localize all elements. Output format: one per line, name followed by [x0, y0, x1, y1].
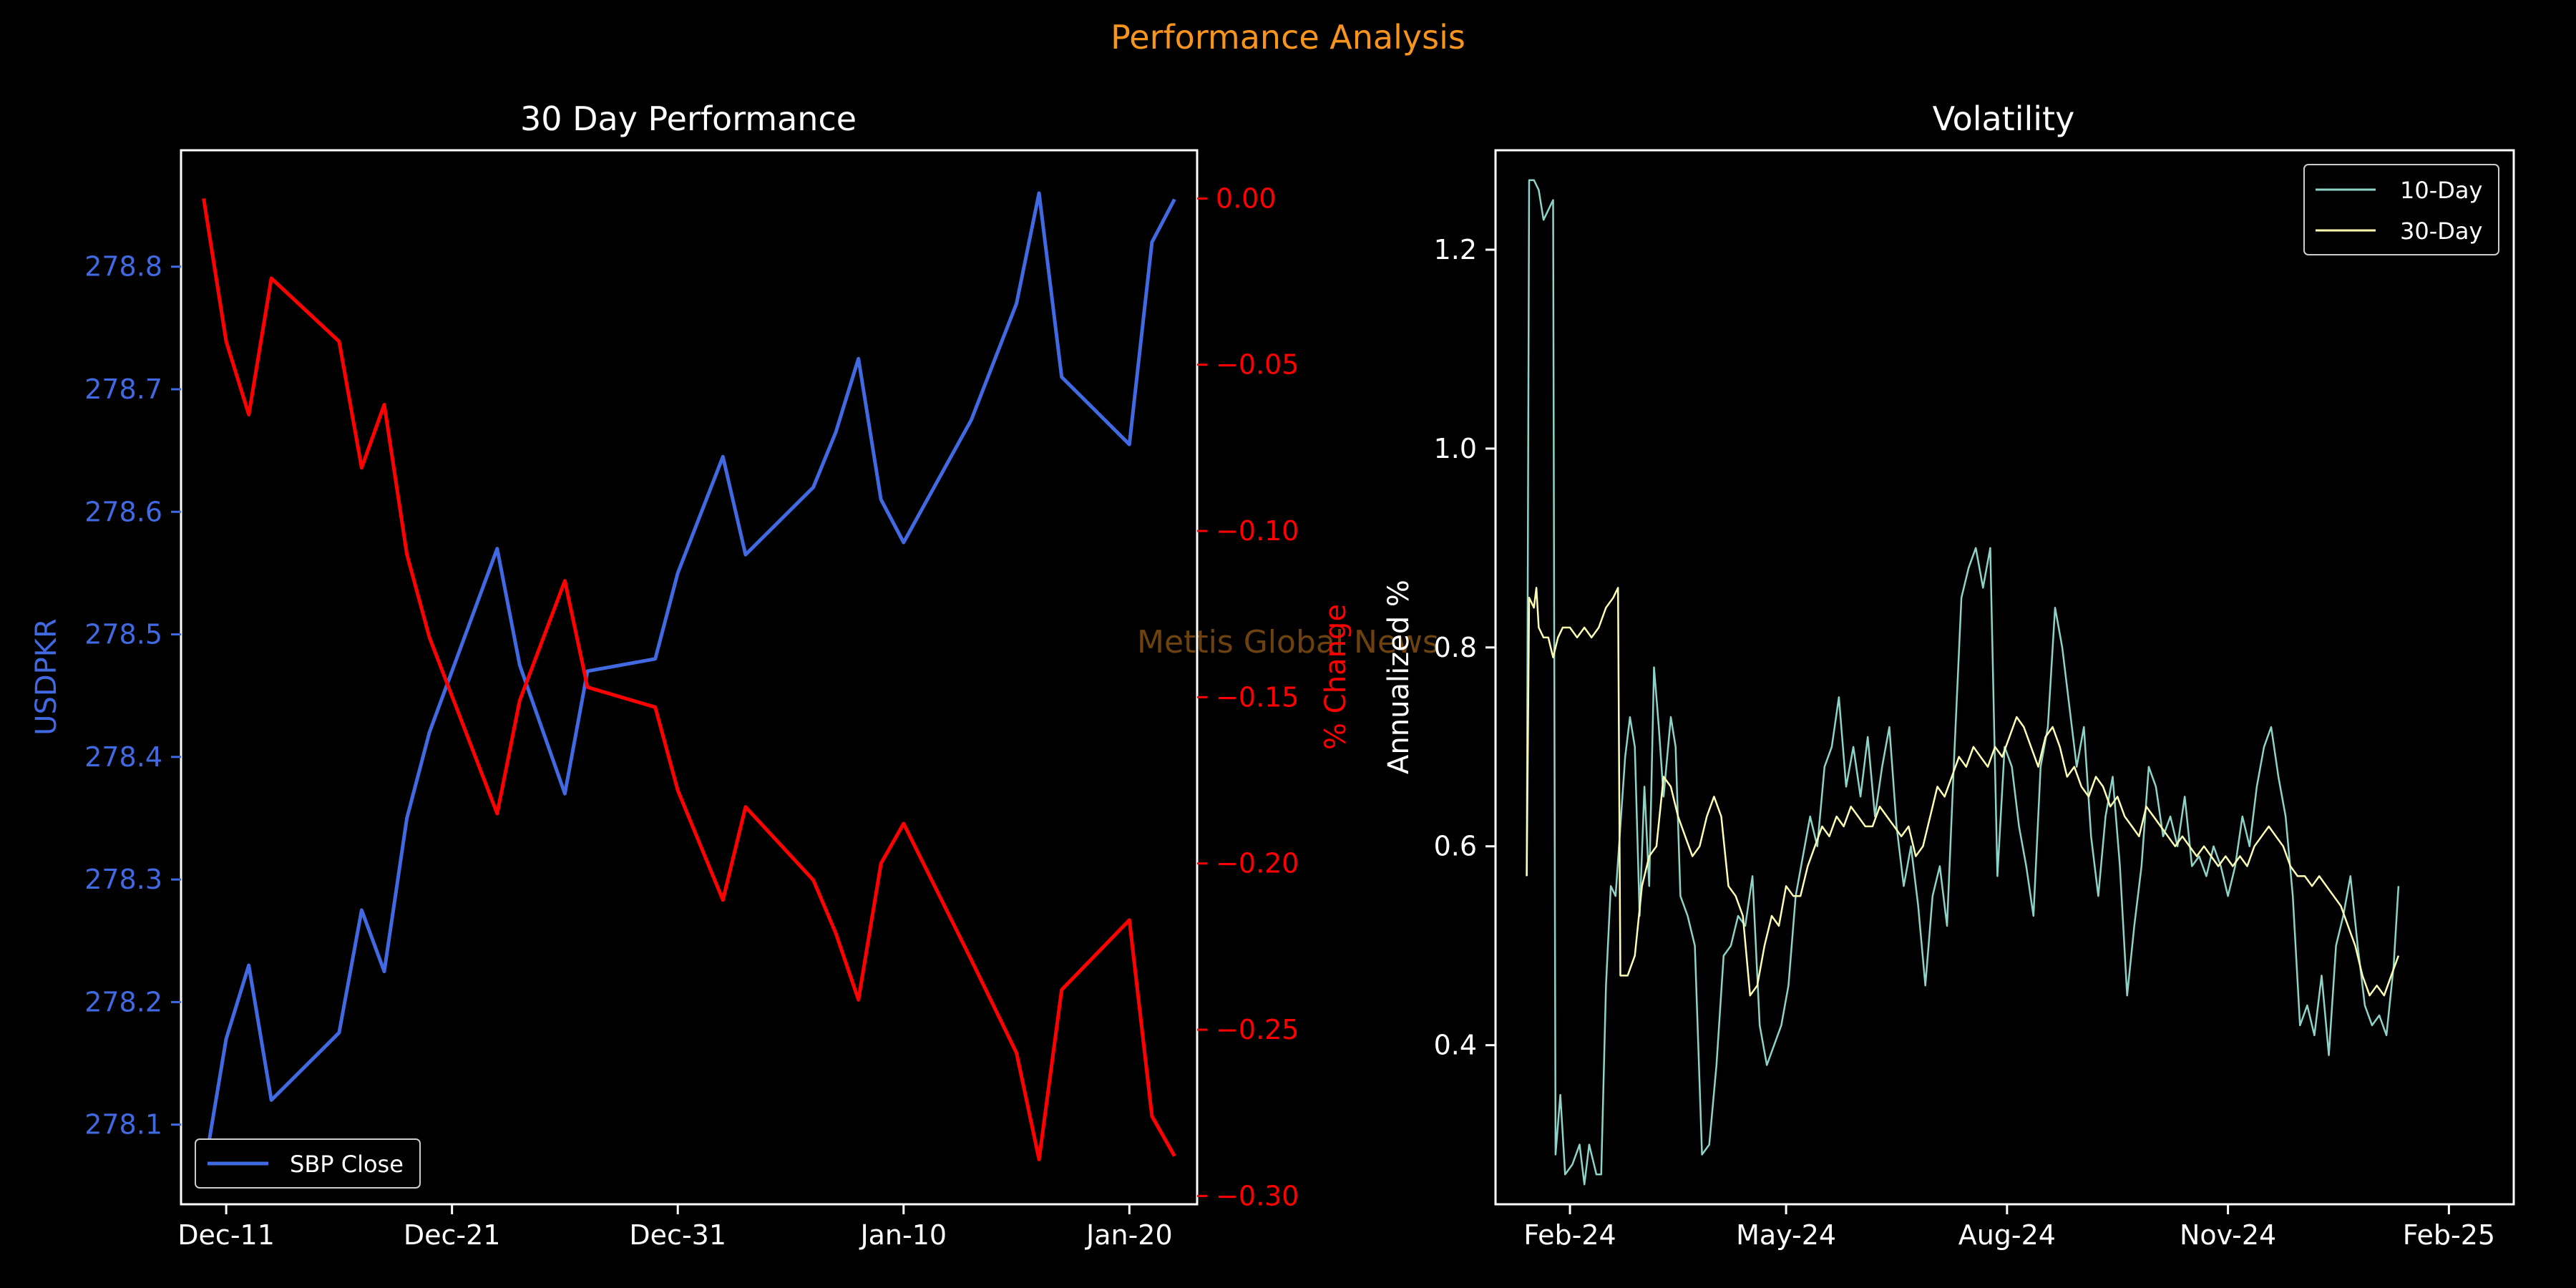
volatility-plot-frame [1494, 149, 2515, 1206]
perf-y-tick-label: 278.1 [84, 1109, 162, 1141]
vol-x-tick-label: Feb-24 [1523, 1219, 1616, 1251]
performance-panel: 30 Day Performance Dec-11 Dec-21 Dec-31 Jan… [30, 99, 1352, 1251]
ten-day-legend-label: 10-Day [2400, 177, 2482, 204]
perf-y-tick-label: 278.6 [84, 496, 162, 527]
vol-y-tick-label: 1.2 [1434, 234, 1477, 265]
perf-y-tick-label: 278.8 [84, 251, 162, 283]
pct-change-line [202, 198, 1176, 1161]
performance-right-y-axis: 0.00 −0.05 −0.10 −0.15 −0.20 −0.25 −0.30 [1197, 182, 1299, 1211]
perf-y-tick-label: 278.4 [84, 741, 162, 773]
volatility-panel: Volatility Feb-24 May-24 Aug-24 Nov-24 Feb-2… [1382, 99, 2515, 1251]
vol-y-tick-label: 1.0 [1434, 433, 1477, 464]
perf-y2-tick-label: −0.10 [1216, 515, 1299, 547]
performance-legend: SBP Close [195, 1138, 421, 1189]
vol-x-tick-label: Feb-25 [2403, 1219, 2495, 1251]
volatility-lines [1526, 179, 2400, 1186]
ten-day-volatility-line [1526, 179, 2400, 1186]
perf-x-tick-label: Dec-11 [177, 1219, 275, 1251]
perf-y-tick-label: 278.2 [84, 986, 162, 1018]
perf-x-tick-label: Jan-20 [1085, 1219, 1173, 1251]
perf-y-tick-label: 278.3 [84, 864, 162, 895]
perf-series-group [202, 191, 1176, 1174]
usdpkr-axis-label: USDPKR [30, 618, 63, 736]
performance-title: 30 Day Performance [520, 99, 857, 138]
vol-x-tick-label: Aug-24 [1958, 1219, 2056, 1251]
performance-left-y-axis: 278.1 278.2 278.3 278.4 278.5 278.6 278.7 278.8 [84, 251, 181, 1141]
figure-suptitle: Performance Analysis [1111, 18, 1465, 57]
volatility-legend: 10-Day 30-Day [2303, 164, 2499, 255]
thirty-day-legend-label: 30-Day [2400, 218, 2482, 245]
perf-y2-tick-label: −0.25 [1216, 1014, 1299, 1045]
vol-y-tick-label: 0.6 [1434, 831, 1477, 862]
thirty-day-volatility-line [1526, 587, 2400, 997]
performance-legend-box [195, 1138, 421, 1189]
vol-x-tick-label: May-24 [1736, 1219, 1836, 1251]
perf-y2-tick-label: −0.30 [1216, 1180, 1299, 1211]
volatility-legend-box [2303, 164, 2499, 255]
perf-y2-tick-label: −0.20 [1216, 848, 1299, 879]
annualized-axis-label: Annualized % [1382, 580, 1415, 774]
sbp-close-legend-label: SBP Close [290, 1151, 404, 1178]
vol-y-tick-label: 0.4 [1434, 1030, 1477, 1061]
performance-x-axis: Dec-11 Dec-21 Dec-31 Jan-10 Jan-20 [177, 1204, 1173, 1251]
perf-y2-tick-label: −0.15 [1216, 681, 1299, 713]
volatility-title: Volatility [1933, 99, 2075, 138]
perf-y2-tick-label: −0.05 [1216, 349, 1299, 381]
perf-y2-tick-label: 0.00 [1216, 182, 1277, 214]
perf-x-tick-label: Dec-21 [404, 1219, 501, 1251]
performance-lines [202, 191, 1176, 1174]
vol-x-tick-label: Nov-24 [2180, 1219, 2276, 1251]
vol-series-group [1526, 179, 2400, 1186]
watermark-text: Mettis Global News [1137, 624, 1439, 660]
sbp-close-line [202, 191, 1176, 1174]
perf-y-tick-label: 278.7 [84, 374, 162, 405]
perf-x-tick-label: Jan-10 [859, 1219, 947, 1251]
pct-change-axis-label: % Change [1319, 604, 1352, 750]
vol-y-tick-label: 0.8 [1434, 632, 1477, 663]
volatility-y-axis: 0.4 0.6 0.8 1.0 1.2 [1434, 234, 1496, 1061]
perf-x-tick-label: Dec-31 [629, 1219, 726, 1251]
performance-plot-frame [180, 149, 1199, 1206]
perf-y-tick-label: 278.5 [84, 619, 162, 650]
volatility-x-axis: Feb-24 May-24 Aug-24 Nov-24 Feb-25 [1523, 1204, 2495, 1251]
